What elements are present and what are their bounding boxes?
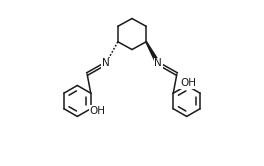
Text: OH: OH (89, 106, 106, 116)
Text: OH: OH (180, 78, 196, 88)
Text: N: N (102, 58, 110, 68)
Polygon shape (146, 42, 160, 64)
Text: N: N (154, 58, 162, 68)
